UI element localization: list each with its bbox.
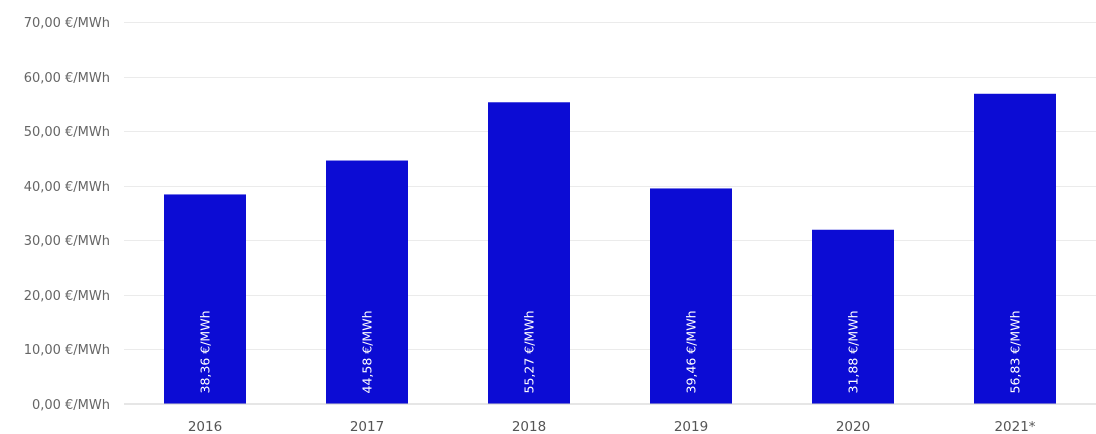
bar[interactable] (650, 188, 732, 404)
bar-value-label: 31,88 €/MWh (846, 311, 861, 394)
bar[interactable] (812, 229, 894, 404)
x-tick-label: 2020 (836, 419, 870, 434)
x-axis-tick-labels: 2016 2017 2018 2019 2020 2021* (188, 419, 1036, 434)
y-tick-label: 50,00 €/MWh (24, 125, 110, 140)
y-tick-label: 60,00 €/MWh (24, 71, 110, 86)
bar[interactable] (488, 102, 570, 404)
gridlines (124, 22, 1096, 350)
y-axis-tick-labels: 0,00 €/MWh 10,00 €/MWh 20,00 €/MWh 30,00 €/… (24, 16, 110, 413)
y-tick-label: 20,00 €/MWh (24, 289, 110, 304)
bar-value-label: 55,27 €/MWh (522, 311, 537, 394)
bar-value-label: 44,58 €/MWh (360, 311, 375, 394)
y-tick-label: 30,00 €/MWh (24, 234, 110, 249)
x-tick-label: 2021* (994, 419, 1035, 434)
bar-value-labels: 38,36 €/MWh 44,58 €/MWh 55,27 €/MWh 39,46 €… (198, 311, 1023, 394)
bar-value-label: 56,83 €/MWh (1008, 311, 1023, 394)
y-tick-label: 70,00 €/MWh (24, 16, 110, 31)
bar-value-label: 39,46 €/MWh (684, 311, 699, 394)
x-tick-label: 2018 (512, 419, 546, 434)
y-tick-label: 10,00 €/MWh (24, 343, 110, 358)
bar[interactable] (326, 160, 408, 404)
x-tick-label: 2019 (674, 419, 708, 434)
bar[interactable] (164, 194, 246, 404)
bar-value-label: 38,36 €/MWh (198, 311, 213, 394)
bar[interactable] (974, 93, 1056, 404)
y-tick-label: 40,00 €/MWh (24, 180, 110, 195)
x-tick-label: 2017 (350, 419, 384, 434)
bars (164, 93, 1056, 404)
x-tick-label: 2016 (188, 419, 222, 434)
y-tick-label: 0,00 €/MWh (32, 398, 110, 413)
